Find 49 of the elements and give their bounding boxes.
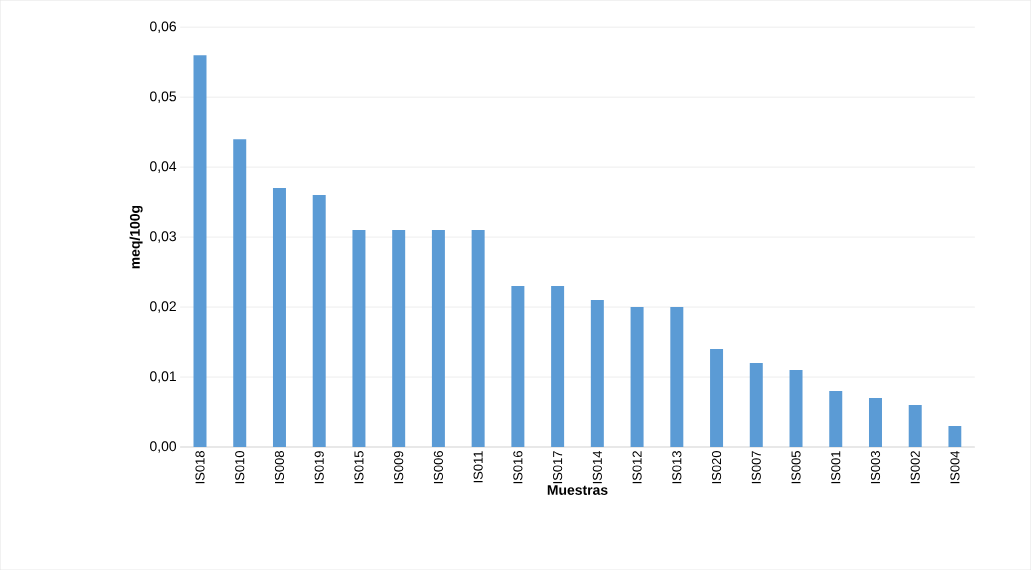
bar <box>829 390 843 447</box>
y-axis-title: meq/100g <box>129 205 143 269</box>
x-tick-label: IS014 <box>592 450 602 484</box>
y-tick-label: 0,06 <box>150 21 176 33</box>
bar <box>392 230 406 447</box>
bar <box>471 230 485 447</box>
x-tick-label: IS017 <box>553 451 563 484</box>
bar <box>670 307 684 447</box>
bar <box>868 397 882 447</box>
y-tick-label: 0,02 <box>150 301 176 313</box>
x-tick-label: IS015 <box>354 451 364 484</box>
bar <box>431 230 445 447</box>
y-tick-label: 0,03 <box>150 231 176 243</box>
x-tick-label: IS020 <box>711 450 722 484</box>
y-tick-label: 0,04 <box>150 161 177 173</box>
y-tick-label: 0,00 <box>150 441 177 453</box>
bar <box>233 139 247 447</box>
bar <box>352 230 366 447</box>
x-tick-label: IS007 <box>751 451 761 484</box>
x-tick-label: IS003 <box>870 451 881 484</box>
bar <box>511 286 525 447</box>
x-tick-label: IS004 <box>950 450 960 484</box>
bar <box>908 404 922 447</box>
bar <box>551 286 565 447</box>
x-tick-label: IS006 <box>433 451 443 484</box>
x-tick-label: IS002 <box>910 451 920 484</box>
x-tick-label: IS005 <box>791 451 801 484</box>
bar <box>789 369 803 447</box>
x-tick-label: IS016 <box>513 451 523 484</box>
x-tick-label: IS019 <box>314 451 324 484</box>
y-tick-label: 0,05 <box>150 91 177 103</box>
x-tick-label: IS010 <box>235 450 245 484</box>
bar <box>590 300 604 447</box>
bar <box>749 362 763 447</box>
bar <box>948 425 962 447</box>
bar <box>312 195 326 447</box>
x-tick-label: IS009 <box>394 451 404 484</box>
bar <box>272 188 286 447</box>
x-tick-label: IS008 <box>274 451 285 484</box>
x-tick-label: IS011 <box>473 451 483 483</box>
x-tick-label: IS018 <box>195 451 205 484</box>
x-tick-label: IS013 <box>672 451 682 484</box>
bar <box>193 55 207 447</box>
bar <box>710 348 724 447</box>
x-tick-label: IS001 <box>831 451 841 484</box>
x-tick-label: IS012 <box>632 451 642 484</box>
y-tick-label: 0,01 <box>150 371 176 383</box>
x-axis-title: Muestras <box>547 485 608 495</box>
bar <box>630 307 644 447</box>
